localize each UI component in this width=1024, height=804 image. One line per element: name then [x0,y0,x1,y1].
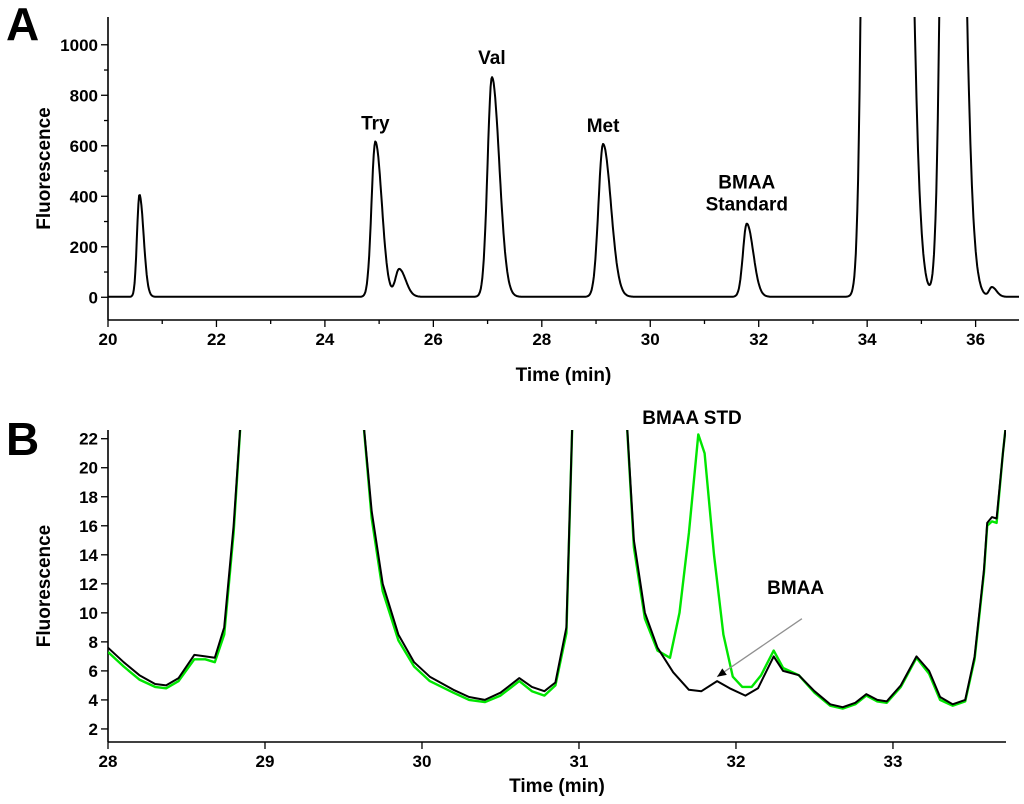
x-tick-label: 28 [99,752,118,771]
y-tick-label: 800 [70,86,98,105]
series-line-1 [108,430,242,690]
y-tick-label: 200 [70,238,98,257]
panel-a-letter: A [6,0,39,50]
x-tick-label: 32 [749,330,768,349]
x-tick-label: 30 [413,752,432,771]
y-tick-label: 18 [79,488,98,507]
y-tick-label: 12 [79,575,98,594]
x-tick-label: 31 [570,752,589,771]
annotation-label: BMAA [767,578,824,599]
x-tick-label: 32 [727,752,746,771]
y-tick-label: 4 [89,691,99,710]
x-tick-label: 28 [532,330,551,349]
series-line-2 [363,430,574,701]
annotation-label: BMAA STD [642,408,742,429]
annotation-label: Val [478,48,505,69]
annotation-label: Try [361,114,390,135]
series-line-4 [626,430,1006,709]
y-tick-label: 8 [89,633,98,652]
y-tick-label: 2 [89,720,98,739]
arrow-head [717,668,727,677]
x-axis-title: Time (min) [509,776,605,797]
series-line-5 [626,430,1006,710]
annotation-label: Met [587,116,620,137]
series-line-0 [108,17,1019,298]
y-tick-label: 600 [70,137,98,156]
x-tick-label: 34 [858,330,877,349]
y-tick-label: 0 [89,288,98,307]
y-tick-label: 20 [79,459,98,478]
panel-b-chart: B 28 29 30 31 32 33 2 4 6 8 10 12 14 16 18 20 22 Time (min… [6,408,1006,797]
x-tick-label: 26 [424,330,443,349]
y-tick-label: 14 [79,546,98,565]
y-tick-label: 400 [70,187,98,206]
y-tick-label: 16 [79,517,98,536]
x-tick-label: 36 [966,330,985,349]
x-axis-title: Time (min) [516,365,612,386]
y-axis-title: Fluorescence [34,107,55,230]
y-tick-label: 10 [79,604,98,623]
x-tick-label: 22 [207,330,226,349]
y-tick-label: 6 [89,662,98,681]
series-line-3 [362,430,574,704]
y-axis-title: Fluorescence [34,525,55,648]
panel-a-chart: A 20 22 24 26 28 30 32 34 36 0 200 400 600 800 1000 Time… [6,0,1019,386]
y-tick-label: 22 [79,430,98,449]
annotation-label: Standard [706,194,788,215]
x-tick-label: 20 [99,330,118,349]
x-tick-label: 29 [256,752,275,771]
panel-b-letter: B [6,413,39,465]
x-tick-label: 30 [641,330,660,349]
arrow-line [716,618,803,678]
y-tick-label: 1000 [60,36,98,55]
x-tick-label: 24 [315,330,334,349]
annotation-label: BMAA [718,172,775,193]
series-line-0 [108,430,242,687]
x-tick-label: 33 [884,752,903,771]
